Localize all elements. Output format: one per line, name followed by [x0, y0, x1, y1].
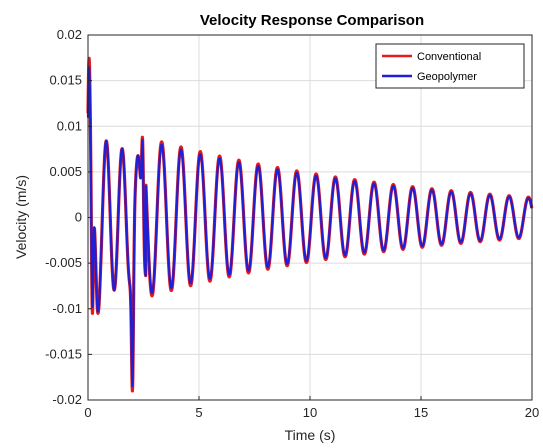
x-tick-label: 15 [414, 405, 428, 420]
legend-label-conventional: Conventional [417, 51, 481, 63]
x-tick-label: 0 [84, 405, 91, 420]
y-tick-label: 0.005 [49, 164, 82, 179]
y-tick-label: 0.015 [49, 73, 82, 88]
legend: Conventional Geopolymer [375, 43, 525, 89]
tick-layer: 0 5 10 15 20 -0.02 -0.015 -0.01 -0.005 0 0.005 0.01… [45, 27, 539, 420]
y-tick-label: -0.005 [45, 255, 82, 270]
y-tick-label: -0.01 [52, 301, 82, 316]
series-line-geopolymer [86, 66, 533, 388]
x-axis-label: Time (s) [285, 427, 336, 443]
y-tick-label: 0 [75, 210, 82, 225]
y-tick-label: 0.01 [57, 118, 82, 133]
chart-title: Velocity Response Comparison [200, 12, 424, 29]
x-tick-label: 10 [303, 405, 317, 420]
y-tick-label: -0.02 [52, 392, 82, 407]
x-tick-label: 20 [525, 405, 539, 420]
legend-label-geopolymer: Geopolymer [417, 71, 477, 83]
y-tick-label: 0.02 [57, 27, 82, 42]
y-tick-label: -0.015 [45, 346, 82, 361]
plot-layer [86, 56, 534, 393]
x-tick-label: 5 [195, 405, 202, 420]
legend-box [375, 43, 525, 89]
y-axis-label: Velocity (m/s) [13, 175, 29, 259]
